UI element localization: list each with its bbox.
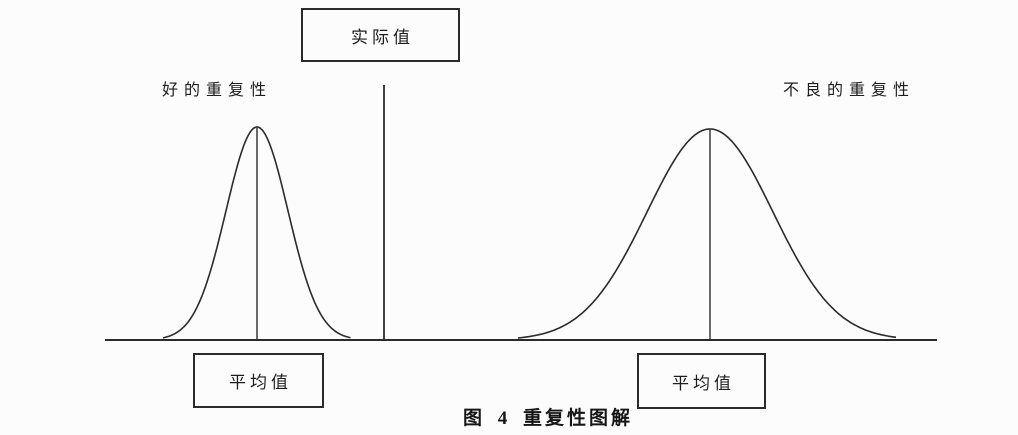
good-repeatability-curve bbox=[162, 126, 351, 339]
good-repeatability-label: 好的重复性 bbox=[162, 82, 273, 99]
mean-value-box-left: 平均值 bbox=[193, 353, 324, 408]
mean-value-label-right: 平均值 bbox=[672, 373, 735, 393]
mean-value-label-left: 平均值 bbox=[229, 373, 292, 392]
actual-value-box: 实际值 bbox=[301, 8, 460, 62]
poor-repeatability-curve bbox=[517, 128, 897, 339]
figure-caption: 图 4 重复性图解 bbox=[462, 408, 633, 429]
mean-value-box-right: 平均值 bbox=[637, 353, 766, 409]
poor-repeatability-label: 不良的重复性 bbox=[783, 82, 916, 99]
actual-value-label: 实际值 bbox=[351, 27, 414, 47]
